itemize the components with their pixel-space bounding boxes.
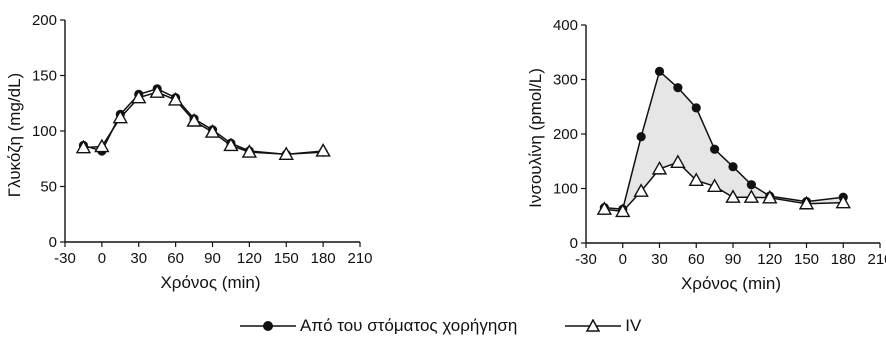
x-tick-label: 210 [347,250,372,267]
data-point-iv [223,137,239,152]
data-point-oral [746,180,756,190]
legend-line-open-triangle-icon [565,319,622,332]
data-point-iv [743,189,760,203]
y-axis-title: Ινσουλίνη (pmol/L) [526,68,545,208]
legend-label-oral: Από του στόματος χορήγηση [300,316,518,335]
x-tick-label: 30 [651,251,668,268]
insulin-panel: -3003060901201501802100100200300400Χρόνο… [526,17,886,293]
data-point-iv [278,146,294,161]
y-tick-label: 400 [553,17,578,34]
legend: Από του στόματος χορήγηση IV [240,314,689,338]
y-tick-label: 200 [553,126,578,143]
data-point-oral [728,162,738,172]
x-tick-label: 60 [167,250,184,267]
x-axis-title: Χρόνος (min) [681,274,781,293]
data-point-iv [706,178,723,193]
x-axis-title: Χρόνος (min) [160,273,260,292]
data-point-iv [835,194,851,209]
data-point-iv [798,195,815,210]
data-point-iv [131,89,147,104]
x-tick-label: 90 [725,251,742,268]
data-point-iv [149,84,165,98]
data-point-iv [204,124,221,138]
data-point-oral [654,66,665,76]
data-point-iv [241,144,258,158]
x-tick-label: 150 [274,250,299,267]
y-tick-label: 100 [553,181,578,198]
y-tick-label: 100 [32,123,57,140]
y-axis-title: Γλυκόζη (mg/dL) [5,73,24,197]
x-tick-label: 30 [130,250,147,267]
x-tick-label: 0 [98,250,106,267]
x-tick-label: 120 [237,250,262,267]
data-point-oral [636,132,646,142]
legend-label-iv: IV [625,316,642,335]
y-tick-label: 0 [570,235,578,252]
data-point-iv [167,91,184,106]
data-point-iv [186,113,202,127]
x-tick-label: 0 [619,251,627,268]
data-point-iv [688,172,704,187]
y-tick-label: 0 [49,234,57,251]
legend-line-filled-circle-icon [240,321,296,331]
x-tick-label: -30 [54,250,76,267]
x-tick-label: 60 [688,251,705,268]
x-tick-label: 120 [757,251,782,268]
x-tick-label: 180 [311,250,336,267]
data-point-iv [315,143,331,157]
data-point-iv [75,139,92,154]
shaded-area-between-series [604,71,844,212]
data-point-iv [596,201,613,215]
y-tick-label: 50 [40,179,57,196]
data-point-iv [725,189,741,203]
legend-item-iv: IV [565,316,641,336]
y-tick-label: 200 [32,12,57,29]
data-point-iv [762,189,778,204]
y-tick-label: 300 [553,72,578,89]
data-point-iv [651,160,668,175]
data-point-oral [691,103,701,113]
x-tick-label: 180 [831,251,856,268]
data-point-iv [94,138,110,153]
x-tick-label: 150 [794,251,819,268]
x-tick-label: 90 [204,250,221,267]
series-line-oral [604,69,844,211]
data-point-iv [112,109,129,124]
data-point-iv [670,154,686,169]
x-tick-label: -30 [575,251,597,268]
data-point-oral [710,144,720,154]
data-point-iv [633,183,649,197]
glucose-panel: -30 0 30 60 90 120 150 180 210050100150200Χρόνος… [5,12,373,292]
data-point-iv [615,203,631,218]
legend-item-oral: Από του στόματος χορήγηση [240,316,517,336]
data-point-oral [673,83,683,93]
x-tick-label: 210 [867,251,886,268]
y-tick-label: 150 [32,68,57,85]
